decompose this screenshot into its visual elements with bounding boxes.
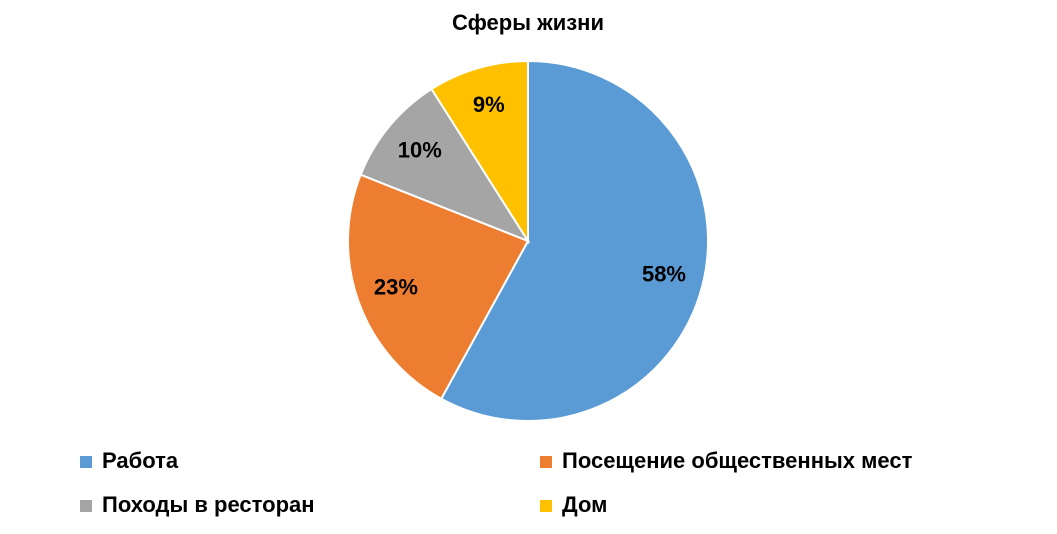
pie-slice (439, 59, 709, 422)
pie-slice (359, 87, 531, 244)
data-label: 58% (642, 262, 686, 287)
legend-swatch (80, 500, 92, 512)
pie-slice (347, 173, 530, 401)
chart-title: Сферы жизни (452, 10, 604, 35)
data-label: 10% (398, 137, 442, 162)
legend-label: Посещение общественных мест (562, 448, 913, 473)
legend-label: Работа (102, 448, 179, 473)
legend-swatch (540, 500, 552, 512)
data-label: 23% (374, 274, 418, 299)
pie-slice (430, 59, 529, 245)
legend-swatch (540, 456, 552, 468)
legend-swatch (80, 456, 92, 468)
legend-label: Дом (562, 492, 607, 517)
data-label: 9% (473, 92, 505, 117)
legend-label: Походы в ресторан (102, 492, 315, 517)
